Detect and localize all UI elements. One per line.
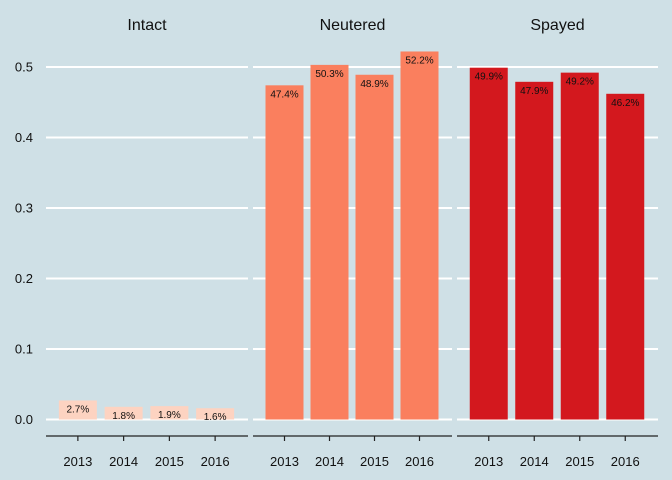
- bar: [104, 406, 143, 420]
- bar: [606, 93, 645, 420]
- facet-title: Intact: [127, 17, 167, 34]
- x-tick-label: 2013: [63, 454, 92, 469]
- x-tick-label: 2013: [474, 454, 503, 469]
- x-tick-label: 2016: [611, 454, 640, 469]
- bar: [310, 64, 349, 420]
- y-tick-label: 0.1: [15, 342, 33, 357]
- facet-title: Spayed: [530, 17, 584, 34]
- bar: [265, 85, 304, 420]
- x-tick-label: 2015: [360, 454, 389, 469]
- y-tick-label: 0.4: [15, 130, 33, 145]
- data-label: 48.9%: [360, 79, 388, 90]
- data-label: 50.3%: [315, 69, 343, 80]
- x-tick-label: 2014: [109, 454, 138, 469]
- data-label: 46.2%: [611, 98, 639, 109]
- bar: [196, 408, 235, 420]
- x-tick-label: 2016: [405, 454, 434, 469]
- y-tick-label: 0.0: [15, 412, 33, 427]
- y-tick-label: 0.3: [15, 201, 33, 216]
- data-label: 2.7%: [66, 404, 89, 415]
- bar: [469, 67, 508, 420]
- bar: [58, 400, 97, 420]
- data-label: 52.2%: [405, 55, 433, 66]
- data-label: 49.9%: [475, 72, 503, 83]
- data-label: 47.9%: [520, 86, 548, 97]
- y-tick-label: 0.2: [15, 271, 33, 286]
- bar: [515, 81, 554, 420]
- x-tick-label: 2013: [270, 454, 299, 469]
- x-tick-label: 2014: [315, 454, 344, 469]
- data-label: 1.6%: [204, 412, 227, 423]
- bar: [150, 406, 189, 420]
- x-tick-label: 2014: [520, 454, 549, 469]
- bar: [355, 74, 394, 420]
- data-label: 47.4%: [270, 89, 298, 100]
- data-label: 1.9%: [158, 410, 181, 421]
- data-label: 1.8%: [112, 411, 135, 422]
- x-tick-label: 2015: [565, 454, 594, 469]
- x-tick-label: 2015: [155, 454, 184, 469]
- data-label: 49.2%: [566, 77, 594, 88]
- y-tick-label: 0.5: [15, 60, 33, 75]
- bar: [400, 51, 439, 420]
- x-tick-label: 2016: [201, 454, 230, 469]
- bar: [560, 72, 599, 420]
- facet-title: Neutered: [320, 17, 386, 34]
